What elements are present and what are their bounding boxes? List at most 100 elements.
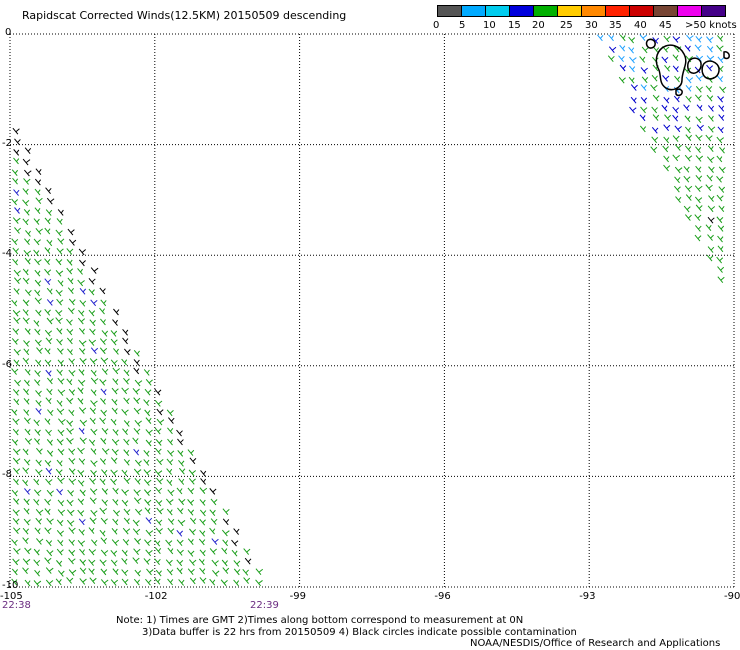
scale-label-6: 30 <box>585 20 598 31</box>
wind-barb <box>121 578 129 586</box>
wind-barb <box>44 418 51 425</box>
wind-barb <box>154 388 162 396</box>
wind-barb <box>663 96 670 104</box>
wind-barb <box>12 127 20 135</box>
wind-barb <box>123 397 130 405</box>
wind-barb <box>77 387 84 394</box>
wind-barb <box>618 55 625 63</box>
wind-barb <box>79 419 88 427</box>
wind-barb <box>167 438 174 446</box>
wind-barb <box>619 64 627 72</box>
wind-barb <box>36 538 44 545</box>
wind-barb <box>100 517 108 525</box>
wind-barb <box>221 547 228 555</box>
wind-barb <box>651 106 658 114</box>
wind-barb <box>619 44 626 52</box>
wind-barb <box>55 289 63 297</box>
wind-barb <box>133 407 142 415</box>
wind-barb <box>68 388 76 396</box>
wind-barb <box>178 478 185 485</box>
wind-barb <box>672 36 681 43</box>
wind-barb <box>123 420 130 427</box>
credit-text: NOAA/NESDIS/Office of Research and Appli… <box>470 638 721 649</box>
wind-barb <box>55 309 63 317</box>
wind-barb <box>68 539 75 546</box>
wind-barb <box>78 427 85 435</box>
wind-barb <box>11 169 19 176</box>
wind-barb <box>67 277 74 285</box>
wind-barb <box>143 449 150 457</box>
wind-barb <box>24 257 31 265</box>
wind-barb <box>199 509 207 517</box>
wind-barb <box>694 225 702 232</box>
wind-barb <box>198 558 205 566</box>
wind-barb <box>255 568 264 575</box>
wind-barb <box>67 348 73 356</box>
wind-barb <box>608 46 617 53</box>
wind-barb <box>122 428 129 436</box>
wind-barb <box>154 577 161 585</box>
wind-barb <box>34 438 40 445</box>
wind-barb <box>639 125 647 133</box>
wind-barb <box>145 529 154 537</box>
wind-barb <box>13 269 21 277</box>
wind-barb <box>718 104 725 112</box>
wind-barb <box>56 488 64 496</box>
wind-barb <box>88 568 95 575</box>
wind-barb <box>45 539 53 547</box>
wind-barb <box>629 56 637 64</box>
wind-barb <box>35 309 42 317</box>
wind-barb <box>112 319 118 326</box>
wind-barb <box>718 166 726 174</box>
wind-barb <box>112 568 119 575</box>
wind-barb <box>156 477 164 485</box>
wind-barb <box>33 580 42 587</box>
wind-barb <box>143 369 150 376</box>
wind-barb <box>220 579 228 587</box>
wind-barb <box>56 399 63 407</box>
wind-barb <box>34 429 41 436</box>
wind-barb <box>683 205 691 213</box>
wind-barb <box>13 359 20 366</box>
wind-barb <box>177 450 184 457</box>
wind-barb <box>121 569 129 576</box>
wind-barb <box>57 429 65 436</box>
wind-barb <box>706 254 714 262</box>
wind-barb <box>716 75 724 83</box>
wind-barb <box>12 217 21 224</box>
wind-barb <box>90 460 98 467</box>
wind-barb <box>90 469 97 477</box>
island-outline-4 <box>675 88 683 97</box>
wind-barb <box>706 94 714 102</box>
wind-barb <box>57 279 64 287</box>
wind-barb <box>13 287 20 295</box>
wind-barb <box>121 387 129 395</box>
wind-barb <box>662 75 670 82</box>
wind-barb <box>651 126 659 134</box>
wind-barb <box>77 397 84 405</box>
wind-barb <box>55 578 62 586</box>
wind-barb <box>79 548 85 556</box>
wind-barb <box>166 468 173 475</box>
wind-barb <box>46 439 53 446</box>
wind-barb <box>112 487 119 495</box>
wind-barb <box>199 567 206 575</box>
wind-barb <box>110 418 117 426</box>
wind-barb <box>24 289 32 297</box>
wind-barb <box>44 308 51 316</box>
wind-barb <box>45 429 52 436</box>
island-outline-0 <box>655 44 687 91</box>
wind-barb <box>110 469 118 477</box>
wind-barb <box>45 478 53 486</box>
wind-barb <box>717 225 725 232</box>
wind-barb <box>45 369 52 377</box>
wind-barb <box>144 539 152 546</box>
scale-label-3: 15 <box>508 20 521 31</box>
wind-barb <box>34 207 41 215</box>
wind-barb <box>719 146 726 154</box>
wind-barb <box>662 145 669 153</box>
wind-barb <box>685 95 692 103</box>
wind-barb <box>628 36 636 44</box>
wind-barb <box>705 184 713 191</box>
wind-barb <box>57 209 64 216</box>
